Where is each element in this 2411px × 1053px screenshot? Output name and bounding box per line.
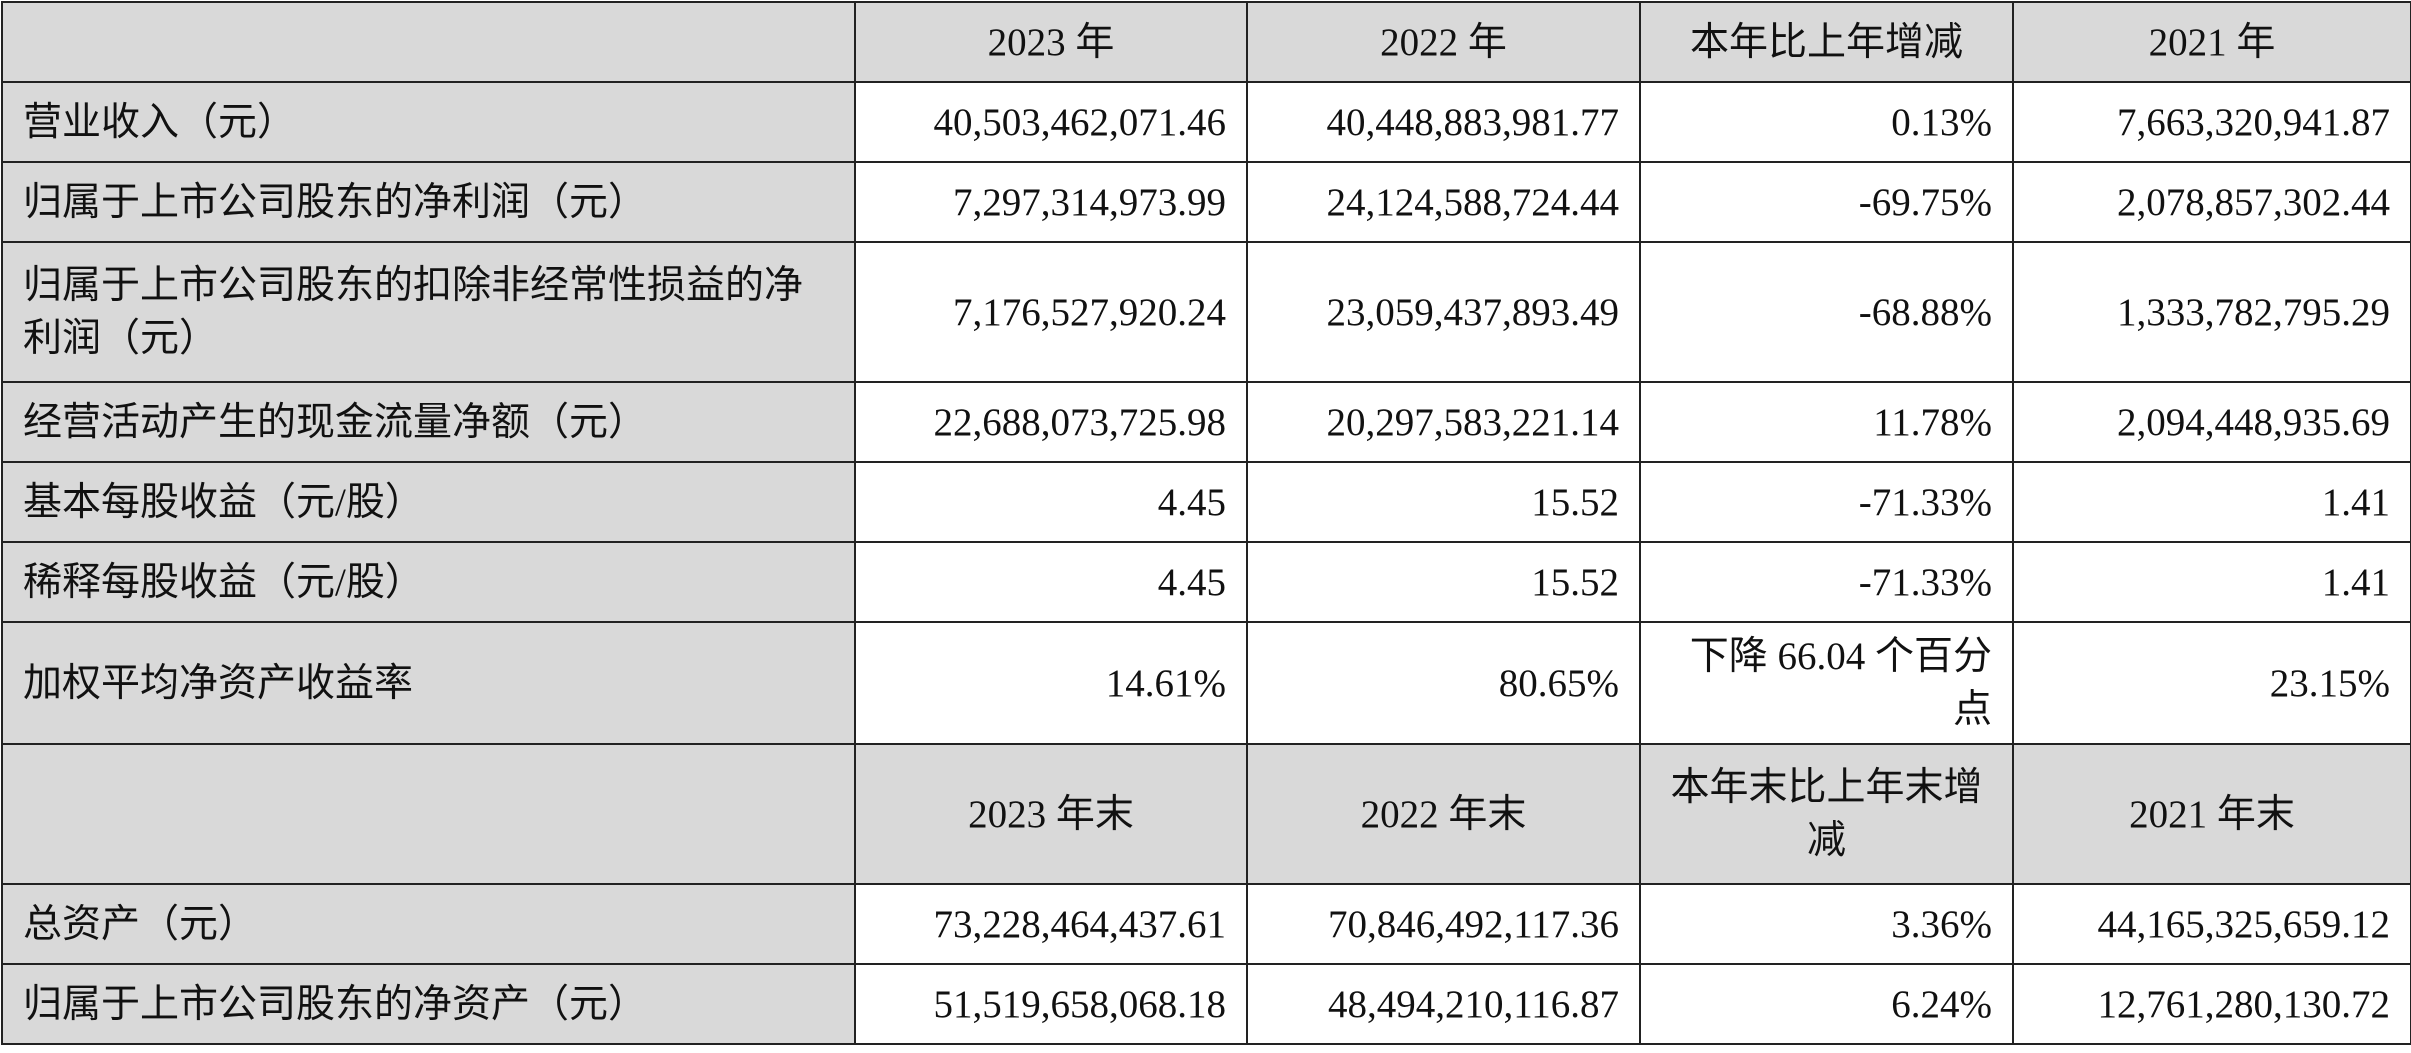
row-label: 总资产（元） bbox=[1, 883, 856, 965]
row-label: 加权平均净资产收益率 bbox=[1, 621, 856, 745]
value-2022: 70,846,492,117.36 bbox=[1246, 883, 1641, 965]
header-cell-2022: 2022 年 bbox=[1246, 1, 1641, 83]
value-2021: 1.41 bbox=[2012, 541, 2411, 623]
value-2022: 15.52 bbox=[1246, 541, 1641, 623]
table-row: 营业收入（元） 40,503,462,071.46 40,448,883,981… bbox=[1, 81, 2411, 163]
table-row: 加权平均净资产收益率 14.61% 80.65% 下降 66.04 个百分点 2… bbox=[1, 621, 2411, 745]
row-label: 经营活动产生的现金流量净额（元） bbox=[1, 381, 856, 463]
table-row: 归属于上市公司股东的净利润（元） 7,297,314,973.99 24,124… bbox=[1, 161, 2411, 243]
table-row: 经营活动产生的现金流量净额（元） 22,688,073,725.98 20,29… bbox=[1, 381, 2411, 463]
value-2022: 15.52 bbox=[1246, 461, 1641, 543]
table-row: 基本每股收益（元/股） 4.45 15.52 -71.33% 1.41 bbox=[1, 461, 2411, 543]
row-label: 基本每股收益（元/股） bbox=[1, 461, 856, 543]
row-label: 归属于上市公司股东的净资产（元） bbox=[1, 963, 856, 1045]
value-change: -68.88% bbox=[1639, 241, 2014, 383]
header-cell-2023-end: 2023 年末 bbox=[854, 743, 1248, 885]
value-2023: 22,688,073,725.98 bbox=[854, 381, 1248, 463]
value-2023: 14.61% bbox=[854, 621, 1248, 745]
value-2023: 51,519,658,068.18 bbox=[854, 963, 1248, 1045]
value-change: -69.75% bbox=[1639, 161, 2014, 243]
header-cell-2022-end: 2022 年末 bbox=[1246, 743, 1641, 885]
row-label: 稀释每股收益（元/股） bbox=[1, 541, 856, 623]
value-2022: 48,494,210,116.87 bbox=[1246, 963, 1641, 1045]
value-2023: 40,503,462,071.46 bbox=[854, 81, 1248, 163]
value-2022: 20,297,583,221.14 bbox=[1246, 381, 1641, 463]
table-row: 归属于上市公司股东的扣除非经常性损益的净利润（元） 7,176,527,920.… bbox=[1, 241, 2411, 383]
value-change: 3.36% bbox=[1639, 883, 2014, 965]
header-cell-change-end: 本年末比上年末增减 bbox=[1639, 743, 2014, 885]
value-2023: 73,228,464,437.61 bbox=[854, 883, 1248, 965]
table-header-row: 2023 年末 2022 年末 本年末比上年末增减 2021 年末 bbox=[1, 743, 2411, 885]
value-2021: 7,663,320,941.87 bbox=[2012, 81, 2411, 163]
value-2021: 2,078,857,302.44 bbox=[2012, 161, 2411, 243]
table-row: 归属于上市公司股东的净资产（元） 51,519,658,068.18 48,49… bbox=[1, 963, 2411, 1045]
value-2021: 1.41 bbox=[2012, 461, 2411, 543]
value-2022: 24,124,588,724.44 bbox=[1246, 161, 1641, 243]
value-2023: 4.45 bbox=[854, 461, 1248, 543]
row-label: 归属于上市公司股东的净利润（元） bbox=[1, 161, 856, 243]
row-label: 归属于上市公司股东的扣除非经常性损益的净利润（元） bbox=[1, 241, 856, 383]
value-change: 0.13% bbox=[1639, 81, 2014, 163]
value-2022: 23,059,437,893.49 bbox=[1246, 241, 1641, 383]
value-change: 下降 66.04 个百分点 bbox=[1639, 621, 2014, 745]
value-2021: 23.15% bbox=[2012, 621, 2411, 745]
table-row: 稀释每股收益（元/股） 4.45 15.52 -71.33% 1.41 bbox=[1, 541, 2411, 623]
header-cell-change: 本年比上年增减 bbox=[1639, 1, 2014, 83]
header-cell-blank bbox=[1, 743, 856, 885]
row-label: 营业收入（元） bbox=[1, 81, 856, 163]
value-2022: 40,448,883,981.77 bbox=[1246, 81, 1641, 163]
value-change: 11.78% bbox=[1639, 381, 2014, 463]
header-cell-blank bbox=[1, 1, 856, 83]
value-change: -71.33% bbox=[1639, 461, 2014, 543]
value-2021: 44,165,325,659.12 bbox=[2012, 883, 2411, 965]
value-2023: 7,297,314,973.99 bbox=[854, 161, 1248, 243]
header-cell-2021-end: 2021 年末 bbox=[2012, 743, 2411, 885]
value-2023: 4.45 bbox=[854, 541, 1248, 623]
table-row: 总资产（元） 73,228,464,437.61 70,846,492,117.… bbox=[1, 883, 2411, 965]
value-change: -71.33% bbox=[1639, 541, 2014, 623]
table-header-row: 2023 年 2022 年 本年比上年增减 2021 年 bbox=[1, 1, 2411, 83]
value-change: 6.24% bbox=[1639, 963, 2014, 1045]
header-cell-2021: 2021 年 bbox=[2012, 1, 2411, 83]
header-cell-2023: 2023 年 bbox=[854, 1, 1248, 83]
value-2021: 1,333,782,795.29 bbox=[2012, 241, 2411, 383]
value-2021: 12,761,280,130.72 bbox=[2012, 963, 2411, 1045]
value-2022: 80.65% bbox=[1246, 621, 1641, 745]
value-2023: 7,176,527,920.24 bbox=[854, 241, 1248, 383]
value-2021: 2,094,448,935.69 bbox=[2012, 381, 2411, 463]
